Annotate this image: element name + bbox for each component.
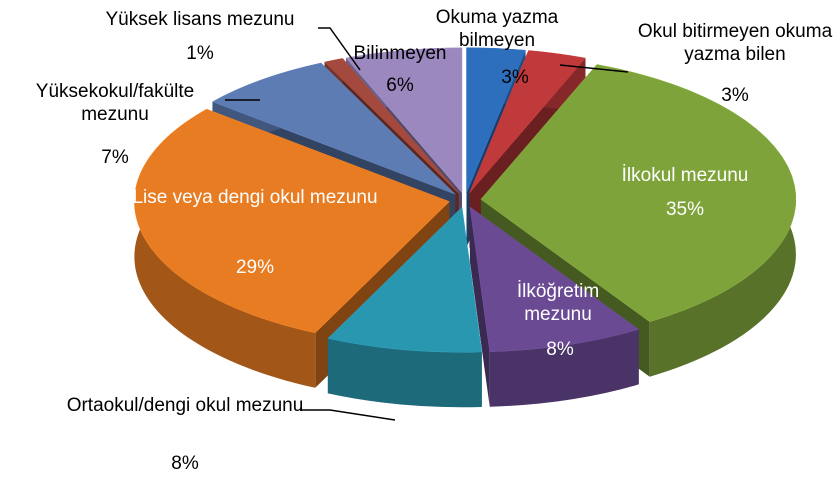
leader-line — [559, 64, 629, 73]
slice — [134, 108, 450, 334]
value-label: 6% — [386, 75, 414, 96]
value-label: 35% — [665, 199, 705, 220]
value-label: 8% — [171, 453, 199, 474]
value-label: 8% — [546, 339, 574, 360]
slice-label: Ortaokul/dengi okul mezunu — [66, 395, 304, 416]
slice-wall — [327, 338, 482, 408]
leader-line — [318, 27, 361, 71]
slice-label: Bilinmeyen — [353, 43, 447, 64]
value-label: 3% — [721, 85, 749, 106]
slice-label: Okuma yazma bilmeyen — [435, 7, 559, 51]
leader-lines — [225, 27, 629, 421]
slice — [324, 58, 459, 194]
slice — [480, 64, 797, 323]
value-label: 3% — [501, 67, 529, 88]
slices — [134, 47, 797, 408]
slice-label: İlköğretim mezunu — [516, 281, 600, 325]
slice-label: Yüksek lisans mezunu — [105, 9, 295, 30]
slice-side — [469, 207, 490, 407]
slice-label: Yüksekokul/fakülte mezunu — [35, 81, 195, 125]
leader-line — [300, 409, 396, 421]
value-label: 29% — [235, 257, 275, 278]
slice — [327, 206, 483, 353]
value-label: 1% — [186, 43, 214, 64]
slice-label: Okul bitirmeyen okuma yazma bilen — [637, 21, 833, 65]
slice-label: İlkokul mezunu — [621, 165, 749, 186]
slice — [345, 47, 463, 194]
slice-label: Lise veya dengi okul mezunu — [132, 187, 378, 208]
slice — [469, 50, 586, 194]
slice — [211, 62, 456, 195]
slice — [469, 206, 640, 352]
value-label: 7% — [101, 147, 129, 168]
slice-wall — [489, 329, 639, 407]
slice — [466, 47, 526, 193]
